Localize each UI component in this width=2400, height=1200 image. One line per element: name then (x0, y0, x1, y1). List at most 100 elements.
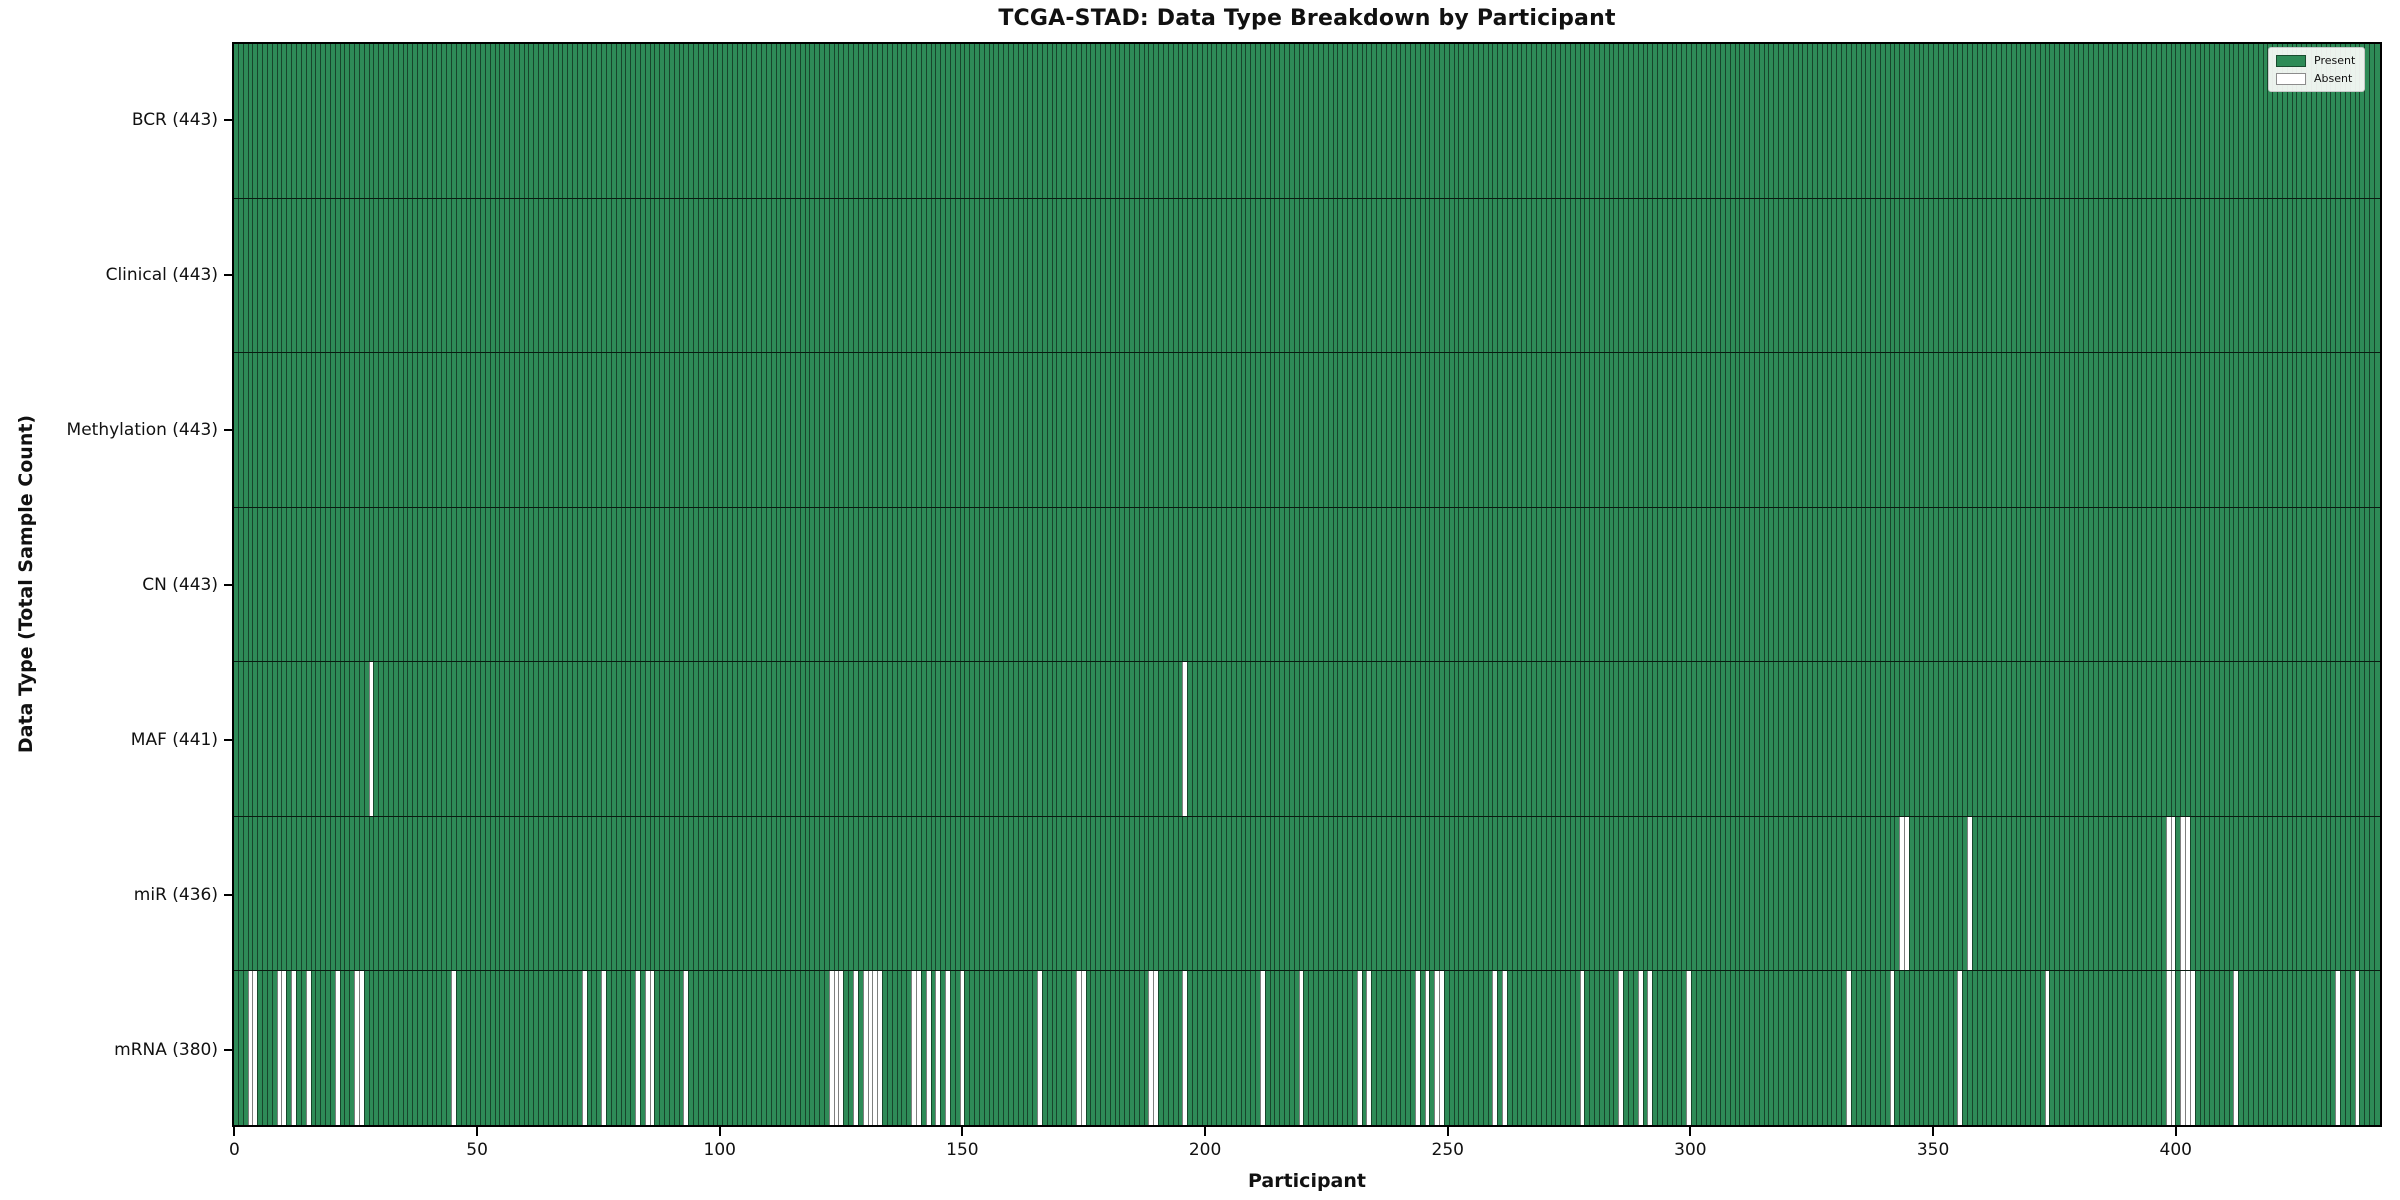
bar-cell-present (2000, 44, 2006, 198)
bar-cell-present (765, 662, 771, 816)
bar-cell-present (1429, 198, 1435, 353)
bar-cell-present (1216, 198, 1222, 353)
bar-cell-present (1143, 353, 1149, 507)
bar-cell-present (2340, 507, 2345, 662)
bar-cell-present (920, 971, 926, 1126)
bar-cell-present (1269, 662, 1275, 816)
bar-cell-present (983, 816, 989, 971)
bar-cell-present (1114, 507, 1120, 662)
bar-cell-present (1463, 662, 1469, 816)
y-tick-mark (224, 1048, 232, 1051)
bar-cell-present (915, 507, 921, 662)
bar-cell-present (2325, 44, 2331, 198)
bar-cell-present (2364, 44, 2370, 198)
bar-cell-present (1967, 971, 1972, 1126)
bar-cell-present (1783, 353, 1788, 507)
bar-cell-present (1221, 662, 1226, 816)
bar-cell-present (586, 662, 592, 816)
bar-cell-present (2340, 971, 2345, 1126)
bar-cell-present (751, 971, 757, 1126)
bar-cell-present (1400, 44, 1406, 198)
bar-cell-present (731, 507, 737, 662)
bar-cell-present (2112, 971, 2118, 1126)
bar-cell-present (736, 353, 742, 507)
bar-cell-present (1380, 971, 1386, 1126)
bar-cell-present (533, 662, 539, 816)
bar-cell-present (1710, 662, 1716, 816)
bar-cell-present (392, 662, 398, 816)
bar-cell-present (2010, 353, 2016, 507)
bar-cell-present (1119, 198, 1125, 353)
bar-cell-present (1196, 198, 1202, 353)
row-mrna (234, 970, 2380, 1126)
bar-cell-present (363, 353, 369, 507)
bar-cell-present (1913, 816, 1919, 971)
bar-cell-present (1327, 971, 1333, 1126)
bar-cell-present (489, 507, 495, 662)
bar-cell-present (1279, 662, 1285, 816)
bar-cell-present (2286, 662, 2292, 816)
bar-cell-present (1947, 662, 1953, 816)
bar-cell-present (1603, 662, 1609, 816)
bar-cell-present (1293, 662, 1299, 816)
bar-cell-present (310, 816, 316, 971)
bar-cell-present (1206, 198, 1212, 353)
bar-cell-present (591, 816, 597, 971)
bar-cell-present (1492, 816, 1498, 971)
bar-cell-present (799, 198, 805, 353)
bar-cell-present (920, 816, 926, 971)
bar-cell-present (2020, 507, 2026, 662)
bar-cell-present (1594, 507, 1599, 662)
bar-cell-present (1623, 816, 1628, 971)
bar-cell-present (833, 198, 839, 353)
bar-cell-present (741, 353, 747, 507)
bar-cell-absent (853, 971, 858, 1126)
bar-cell-present (295, 198, 301, 353)
bar-cell-present (2369, 44, 2374, 198)
bar-cell-present (237, 816, 243, 971)
bar-cell-present (1264, 44, 1270, 198)
bar-cell-present (1923, 353, 1929, 507)
bar-cell-present (450, 198, 456, 353)
bar-cell-present (2083, 44, 2089, 198)
bar-cell-present (1225, 507, 1231, 662)
bar-cell-present (1531, 662, 1536, 816)
bar-cell-present (368, 816, 374, 971)
x-tick-label: 100 (703, 1140, 736, 1160)
bar-cell-present (1361, 198, 1367, 353)
bar-cell-present (1017, 198, 1023, 353)
bar-cell-present (421, 198, 427, 353)
bar-cell-present (247, 198, 253, 353)
bar-cell-present (2093, 353, 2098, 507)
bar-cell-present (1545, 44, 1551, 198)
bar-cell-present (2068, 198, 2074, 353)
bar-cell-present (562, 507, 568, 662)
bar-cell-present (1569, 662, 1575, 816)
bar-cell-present (1705, 507, 1711, 662)
bar-cell-present (2320, 44, 2326, 198)
bar-cell-present (838, 507, 844, 662)
bar-cell-present (1158, 971, 1163, 1126)
bar-cell-present (349, 198, 355, 353)
bar-cell-present (1482, 662, 1488, 816)
bar-cell-present (1923, 44, 1929, 198)
bar-cell-present (920, 507, 926, 662)
bar-cell-present (1405, 507, 1411, 662)
bar-cell-present (2223, 198, 2229, 353)
bar-cell-present (1942, 44, 1948, 198)
bar-cell-present (1114, 816, 1120, 971)
bar-cell-present (557, 198, 563, 353)
bar-cell-present (2185, 662, 2190, 816)
bar-cell-present (2131, 507, 2137, 662)
bar-cell-present (2354, 353, 2360, 507)
bar-cell-present (300, 816, 306, 971)
bar-cell-present (1376, 971, 1381, 1126)
bar-cell-present (1938, 662, 1943, 816)
bar-cell-present (727, 662, 732, 816)
bar-cell-present (543, 353, 548, 507)
bar-cell-present (2218, 971, 2224, 1126)
bar-cell-present (557, 353, 563, 507)
bar-cell-present (2122, 44, 2127, 198)
bar-cell-present (2373, 44, 2379, 198)
bar-cell-present (1405, 44, 1411, 198)
